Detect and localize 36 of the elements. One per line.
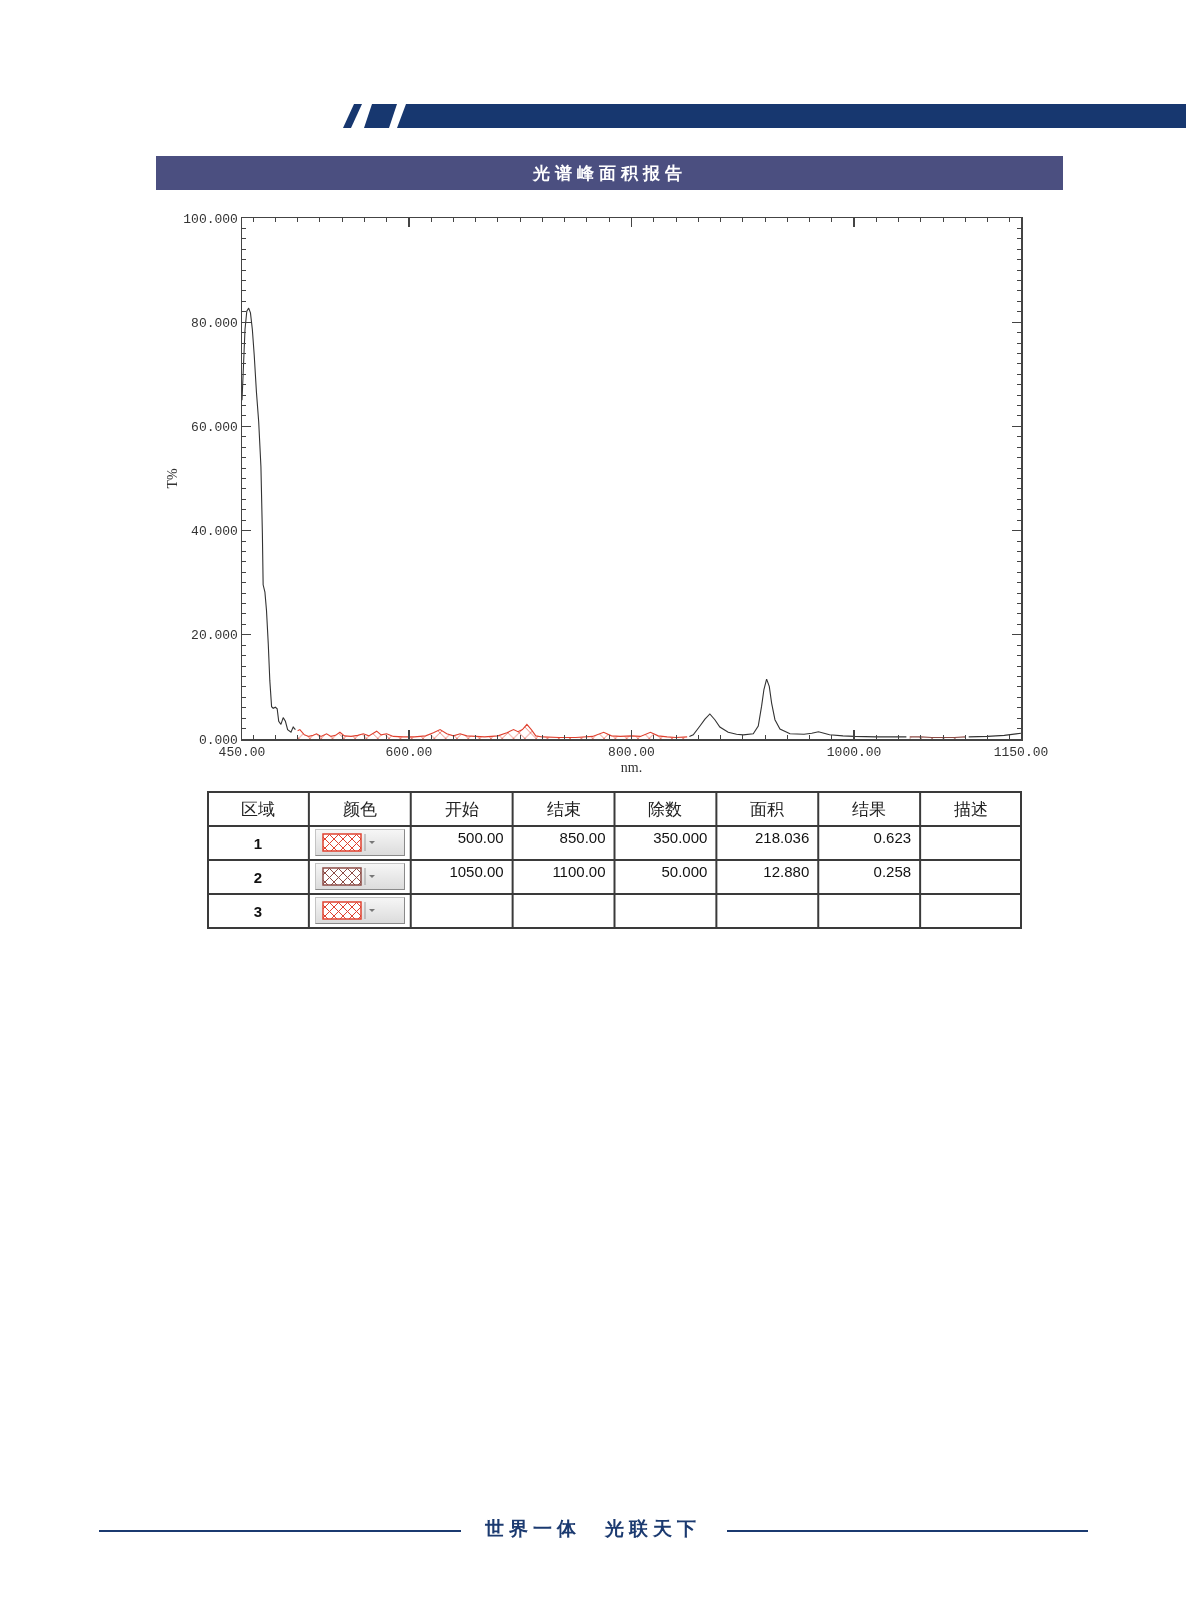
- text: 1100.00: [552, 863, 606, 880]
- text: 3: [253, 902, 263, 920]
- y-axis-title: T%: [165, 468, 181, 489]
- text: 2: [253, 868, 263, 886]
- x-tick-label: 800.00: [608, 745, 655, 761]
- category-label: 开始: [443, 797, 480, 821]
- x-axis-title: nm.: [620, 760, 643, 776]
- x-tick-label: 1000.00: [826, 745, 882, 761]
- x-tick-label: 1150.00: [993, 745, 1049, 761]
- y-tick-label: 40.000: [191, 524, 238, 540]
- text: 350.000: [653, 829, 708, 846]
- text: 1: [253, 834, 263, 852]
- x-tick-label: 600.00: [385, 745, 433, 761]
- y-tick-label: 100.000: [183, 211, 238, 227]
- text: 12.880: [763, 863, 810, 880]
- category-label: 结果: [851, 797, 888, 821]
- text: 500.00: [457, 829, 504, 846]
- y-tick-label: 60.000: [191, 419, 238, 435]
- category-label: 描述: [953, 797, 990, 821]
- category-label: 除数: [647, 797, 684, 821]
- text: 218.036: [755, 829, 810, 846]
- y-tick-label: 20.000: [191, 628, 238, 644]
- text: 850.00: [559, 829, 606, 846]
- text: 世界一体 光联天下: [485, 1517, 701, 1539]
- text: 0.258: [873, 863, 912, 880]
- text: 1050.00: [449, 863, 504, 880]
- y-tick-label: 0.000: [198, 732, 238, 748]
- y-tick-label: 80.000: [191, 315, 238, 331]
- text: 50.000: [661, 863, 708, 880]
- chart-title: 光谱峰面积报告: [532, 161, 687, 185]
- text: 0.623: [873, 829, 912, 846]
- category-label: 结束: [545, 797, 582, 821]
- category-label: 面积: [749, 797, 786, 821]
- category-label: 颜色: [341, 797, 378, 821]
- x-tick-label: 450.00: [218, 745, 266, 761]
- category-label: 区域: [239, 797, 276, 821]
